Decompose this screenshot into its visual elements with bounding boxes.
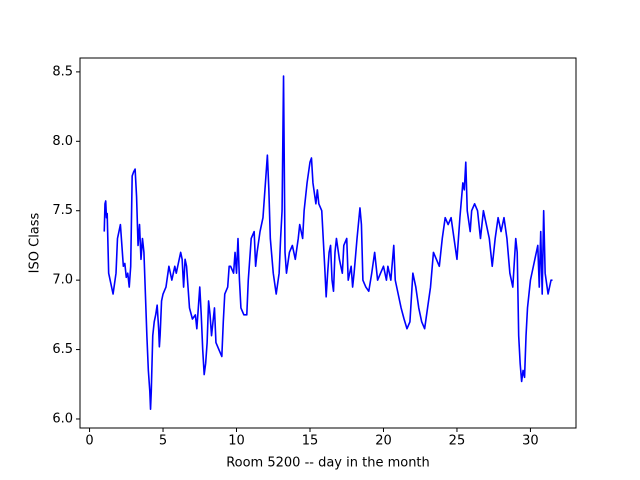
y-tick-label: 6.0 [52,411,73,426]
x-tick-label: 30 [522,434,539,449]
x-tick-label: 5 [159,434,167,449]
x-axis-label: Room 5200 -- day in the month [226,456,430,471]
data-line [103,75,553,411]
y-tick-label: 6.5 [52,342,73,357]
x-tick-label: 0 [85,434,93,449]
axes-frame [79,57,577,429]
y-tick-label: 7.5 [52,203,73,218]
x-tick-label: 20 [375,434,392,449]
x-tick-label: 25 [449,434,466,449]
y-axis-label: ISO Class [28,212,43,273]
y-tick-label: 7.0 [52,273,73,288]
y-tick-label: 8.5 [52,64,73,79]
y-tick-label: 8.0 [52,134,73,149]
x-tick-label: 15 [302,434,319,449]
x-tick-label: 10 [228,434,245,449]
